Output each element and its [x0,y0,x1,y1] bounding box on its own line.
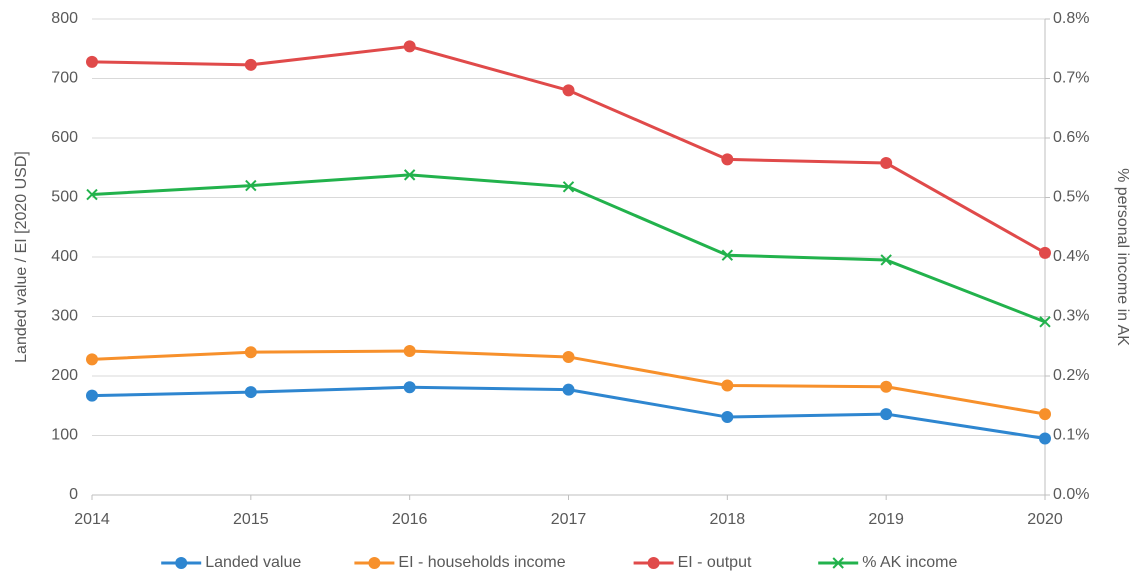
y2-tick-label: 0.8% [1053,10,1089,27]
y2-tick-label: 0.3% [1053,308,1089,325]
x-tick-label: 2015 [233,511,269,528]
y-tick-label: 600 [51,129,78,146]
y-tick-label: 400 [51,248,78,265]
y-tick-label: 100 [51,427,78,444]
y-tick-label: 0 [69,486,78,503]
point [245,179,257,192]
y2-tick-label: 0.0% [1053,486,1089,503]
point [244,346,257,359]
point [244,58,257,71]
legend-marker [175,557,188,569]
x-tick-label: 2020 [1027,511,1063,528]
point [86,55,98,68]
x-tick-label: 2016 [392,511,428,528]
point [86,353,98,366]
y2-tick-label: 0.5% [1053,189,1089,206]
y-tick-label: 800 [51,10,78,27]
x-tick-label: 2017 [551,511,587,528]
legend-label: EI - output [678,554,752,571]
point [721,153,734,166]
point [721,379,734,392]
point [1039,246,1051,259]
y-tick-label: 700 [51,70,78,87]
x-tick-label: 2019 [868,511,904,528]
point [721,249,734,261]
y2-tick-label: 0.1% [1053,427,1089,444]
point [1039,408,1051,421]
point [403,169,416,181]
point [403,381,416,394]
y2-axis-label: % personal income in AK [1114,168,1131,346]
legend-label: % AK income [862,554,957,571]
point [721,411,734,424]
y-axis-label: Landed value / EI [2020 USD] [13,151,30,363]
legend-marker [368,557,381,569]
y-tick-label: 300 [51,308,78,325]
series-line [91,44,1046,255]
point [562,84,575,97]
point [880,380,893,393]
y-tick-label: 200 [51,367,78,384]
point [86,389,98,402]
legend-marker [647,557,660,569]
x-tick-label: 2014 [74,511,110,528]
legend-marker [832,557,844,569]
y2-tick-label: 0.6% [1053,129,1089,146]
x-tick-label: 2018 [710,511,746,528]
point [1039,432,1051,445]
y-tick-label: 500 [51,189,78,206]
point [403,40,416,53]
y2-tick-label: 0.7% [1053,70,1089,87]
legend-label: Landed value [205,554,301,571]
point [403,345,416,358]
legend-label: EI - households income [398,554,565,571]
point [562,383,575,396]
point [86,188,98,201]
point [244,386,257,399]
point [562,350,575,363]
series-line [91,173,1046,324]
point [880,156,893,169]
point [1039,316,1051,328]
point [880,408,893,421]
point [562,181,575,193]
y2-tick-label: 0.2% [1053,367,1089,384]
y2-tick-label: 0.4% [1053,248,1089,265]
point [880,254,892,266]
